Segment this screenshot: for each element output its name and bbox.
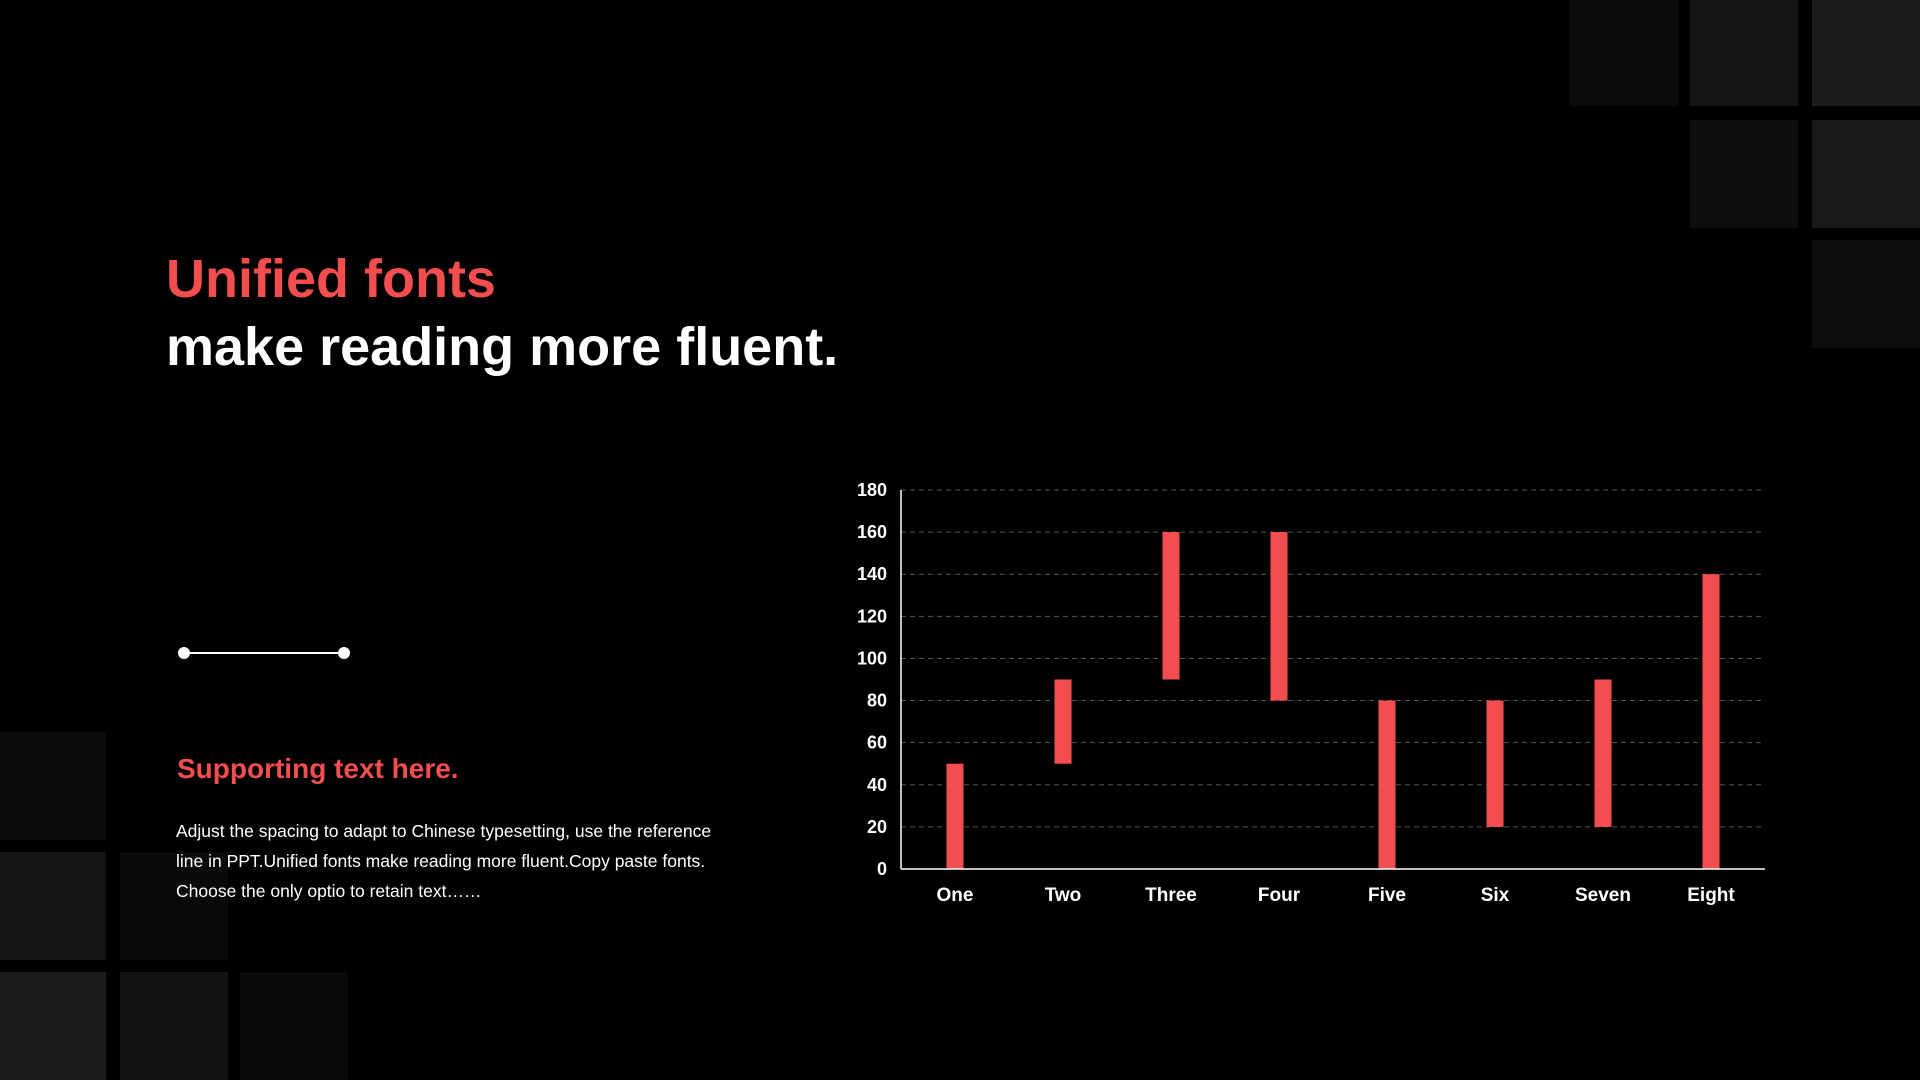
decor-tile (1812, 0, 1920, 106)
range-bar (1594, 679, 1612, 827)
x-tick-label: Six (1481, 885, 1510, 906)
y-tick-label: 80 (867, 691, 887, 711)
decor-tile (0, 852, 106, 960)
decor-tile (120, 972, 228, 1080)
body-paragraph: Adjust the spacing to adapt to Chinese t… (176, 821, 712, 901)
y-tick-label: 60 (867, 733, 887, 753)
y-tick-label: 180 (857, 480, 887, 500)
decor-tile (120, 852, 228, 960)
y-tick-label: 120 (857, 606, 887, 626)
chart-axes (900, 490, 1765, 870)
y-tick-label: 40 (867, 775, 887, 795)
y-tick-label: 140 (857, 564, 887, 584)
range-bar (1702, 574, 1720, 869)
title-main: make reading more fluent. (166, 317, 839, 377)
reference-line-dot-right (338, 647, 350, 659)
reference-line-dot-left (178, 647, 190, 659)
range-bar (1270, 532, 1288, 701)
y-tick-label: 20 (867, 817, 887, 837)
decor-tile (1570, 0, 1678, 106)
supporting-heading: Supporting text here. (177, 753, 459, 784)
x-tick-label: Four (1258, 885, 1301, 906)
x-tick-label: Eight (1687, 885, 1735, 906)
chart-svg: 0 20 40 60 80 100 120 140 160 180 One Two Three Four F… (857, 480, 1765, 906)
chart-labels: 0 20 40 60 80 100 120 140 160 180 One Two Three Four F… (857, 480, 1735, 906)
x-tick-label: Five (1368, 885, 1406, 906)
decor-tile (0, 972, 106, 1080)
range-bar (1162, 532, 1180, 680)
x-tick-label: Three (1145, 885, 1197, 906)
range-bar (1054, 679, 1072, 764)
chart-bars (946, 532, 1720, 869)
y-tick-label: 100 (857, 648, 887, 668)
decor-tile (1812, 120, 1920, 228)
x-tick-label: Seven (1575, 885, 1631, 906)
decor-tile (1812, 240, 1920, 348)
range-bar (1378, 700, 1396, 869)
x-tick-label: One (937, 885, 974, 906)
decor-tile (240, 972, 348, 1080)
decor-tile (1690, 120, 1798, 228)
reference-line (178, 646, 350, 660)
y-tick-label: 160 (857, 522, 887, 542)
range-bar (946, 763, 964, 869)
y-tick-label: 0 (877, 859, 887, 879)
x-tick-label: Two (1045, 885, 1082, 906)
title-highlight: Unified fonts (166, 249, 496, 309)
chart-grid (901, 489, 1765, 828)
decor-tile (0, 732, 106, 840)
reference-line-bar (184, 652, 344, 654)
decor-tile (1690, 0, 1798, 106)
range-bar (1486, 700, 1504, 827)
floating-bar-chart: 0 20 40 60 80 100 120 140 160 180 One Two Three Four F… (820, 460, 1780, 920)
